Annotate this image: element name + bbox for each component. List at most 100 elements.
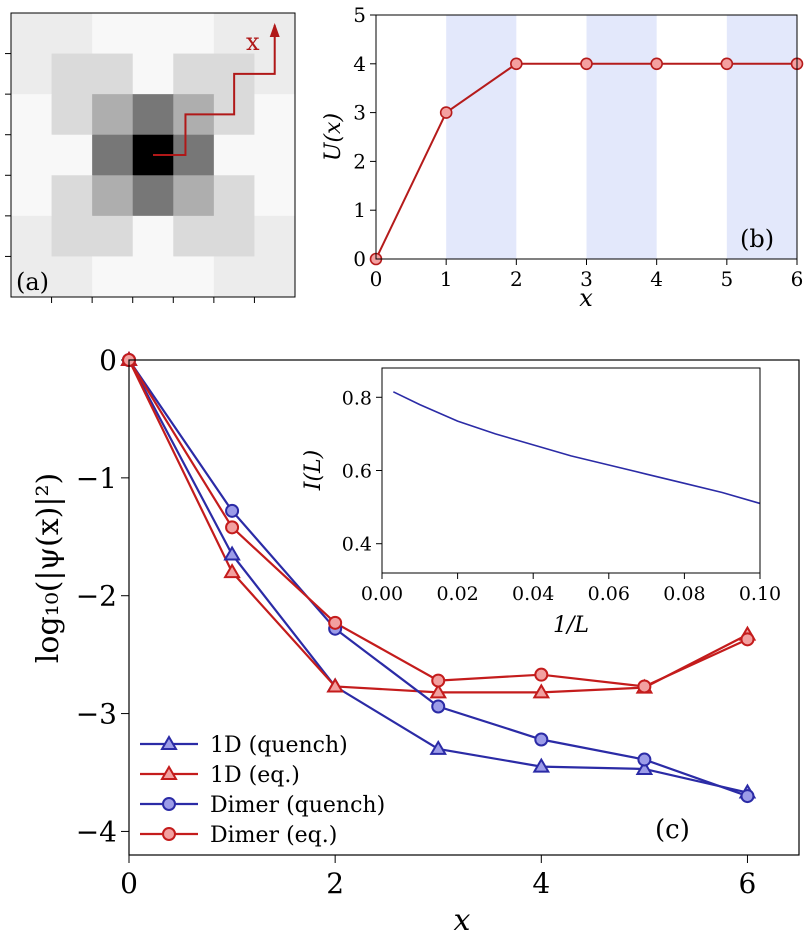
x-tick-label: 4 xyxy=(650,267,663,291)
panel-b-ticks: 0 1 2 3 4 5 6 0 1 2 3 4 5 xyxy=(353,3,803,291)
data-point-circle xyxy=(740,789,755,804)
y-tick-label: −4 xyxy=(76,815,117,848)
heatmap-cell xyxy=(132,94,174,136)
heatmap-cell xyxy=(11,134,53,176)
path-arrow-head xyxy=(269,23,280,37)
x-tick-label: 4 xyxy=(532,867,550,900)
heatmap-cell xyxy=(92,215,134,257)
data-point-circle xyxy=(740,632,755,647)
panel-b-frame xyxy=(375,14,798,260)
y-tick-label: 0 xyxy=(99,344,117,377)
heatmap-cell xyxy=(51,256,93,298)
inset-x-tick-label: 0.08 xyxy=(663,583,705,605)
data-point xyxy=(720,57,734,71)
panel-a-frame xyxy=(10,12,296,298)
staircase-path xyxy=(153,25,276,156)
heatmap-cell xyxy=(173,13,215,55)
path-x-label: x xyxy=(246,28,260,56)
legend-label: 1D (eq.) xyxy=(210,763,300,788)
inset-xlabel: 1/L xyxy=(553,613,589,638)
heatmap-cell xyxy=(254,175,296,217)
x-tick-label: 0 xyxy=(370,267,383,291)
inset-frame xyxy=(381,367,761,574)
data-point-circle xyxy=(534,732,549,747)
x-tick-label: 2 xyxy=(510,267,523,291)
heatmap-cell xyxy=(11,175,53,217)
panel-a-heatmap: x (a) xyxy=(5,12,296,303)
data-point xyxy=(439,106,453,119)
data-point-circle xyxy=(431,699,446,714)
circle-marker-icon xyxy=(162,797,176,811)
data-point-circle xyxy=(328,615,343,630)
inset-y-tick-label: 0.8 xyxy=(342,387,372,409)
shaded-bands xyxy=(446,15,797,259)
legend-label: Dimer (quench) xyxy=(210,793,385,818)
heatmap-cell xyxy=(92,13,134,55)
inset-x-tick-label: 0.00 xyxy=(361,583,403,605)
y-tick-label: 1 xyxy=(353,198,366,222)
data-point-circle xyxy=(225,520,240,535)
heatmap-cell xyxy=(173,256,215,298)
data-point xyxy=(580,57,593,71)
inset-ylabel: I(L) xyxy=(301,450,326,491)
x-tick-label: 6 xyxy=(739,867,757,900)
inset-x-tick-label: 0.04 xyxy=(512,583,554,605)
legend-item-1d-eq: 1D (eq.) xyxy=(140,763,300,788)
heatmap-cell xyxy=(51,53,93,95)
panel-b-label: (b) xyxy=(740,225,774,253)
heatmap-cell xyxy=(173,175,215,217)
heatmap-cell xyxy=(254,256,296,298)
potential-series xyxy=(369,57,804,266)
heatmap-cell xyxy=(92,94,134,136)
heatmap-cell xyxy=(11,256,53,298)
y-tick-label: −3 xyxy=(76,698,117,731)
data-point-triangle xyxy=(223,545,241,561)
y-tick-label: −2 xyxy=(76,580,117,613)
y-tick-label: −1 xyxy=(76,462,117,495)
heatmap-cell xyxy=(92,175,134,217)
panel-c-ticks: 0 2 4 6 0 −1 −2 −3 −4 xyxy=(76,344,757,900)
data-point-triangle xyxy=(429,683,447,699)
shaded-band xyxy=(586,15,657,259)
y-tick-label: 5 xyxy=(353,3,366,27)
heatmap-cell xyxy=(213,13,255,55)
x-tick-label: 3 xyxy=(580,267,593,291)
heatmap-cell xyxy=(132,13,174,55)
inset-ticks: 0.00 0.02 0.04 0.06 0.08 0.10 0.4 0.6 0.8 xyxy=(342,387,781,605)
panel-b-ylabel: U(x) xyxy=(321,113,346,161)
panel-b-chart: 0 1 2 3 4 5 6 0 1 2 3 4 5 (b) x U(x) xyxy=(321,3,803,312)
heatmap-cell xyxy=(51,13,93,55)
panel-c-frame xyxy=(128,359,800,856)
panel-c-chart: 0 2 4 6 0 −1 −2 −3 −4 x log₁₀(|ψ(x)|²) (c) 1D (q… xyxy=(31,344,800,936)
heatmap-cell xyxy=(11,13,53,55)
heatmap-cell xyxy=(213,215,255,257)
data-point-triangle xyxy=(223,563,241,579)
data-point-circle xyxy=(225,503,240,518)
data-point-triangle xyxy=(532,683,551,699)
circle-marker-icon xyxy=(162,827,176,841)
triangle-marker-icon xyxy=(160,765,178,780)
inset-chart: 0.00 0.02 0.04 0.06 0.08 0.10 0.4 0.6 0.8 1/L I(… xyxy=(301,367,781,638)
y-tick-label: 0 xyxy=(353,247,366,271)
heatmap-cell xyxy=(92,256,134,298)
panel-c-ylabel: log₁₀(|ψ(x)|²) xyxy=(31,473,66,663)
heatmap-cell xyxy=(51,175,93,217)
data-point-circle xyxy=(637,679,652,694)
heatmap-cell xyxy=(132,215,174,257)
heatmap-cell xyxy=(11,53,53,95)
panel-a-label: (a) xyxy=(16,268,49,296)
heatmap-cell xyxy=(92,134,134,176)
heatmap-cell xyxy=(132,53,174,95)
legend-label: Dimer (eq.) xyxy=(210,823,337,848)
y-tick-label: 3 xyxy=(353,101,366,125)
data-point-triangle xyxy=(635,759,654,775)
legend-item-dimer-eq: Dimer (eq.) xyxy=(140,823,337,848)
heatmap-cell xyxy=(254,94,296,136)
data-point-circle xyxy=(637,752,652,767)
shaded-band xyxy=(726,15,797,259)
heatmap-cell xyxy=(51,94,93,136)
data-point-circle xyxy=(534,667,549,682)
x-tick-label: 6 xyxy=(791,267,804,291)
y-tick-label: 2 xyxy=(353,149,366,173)
